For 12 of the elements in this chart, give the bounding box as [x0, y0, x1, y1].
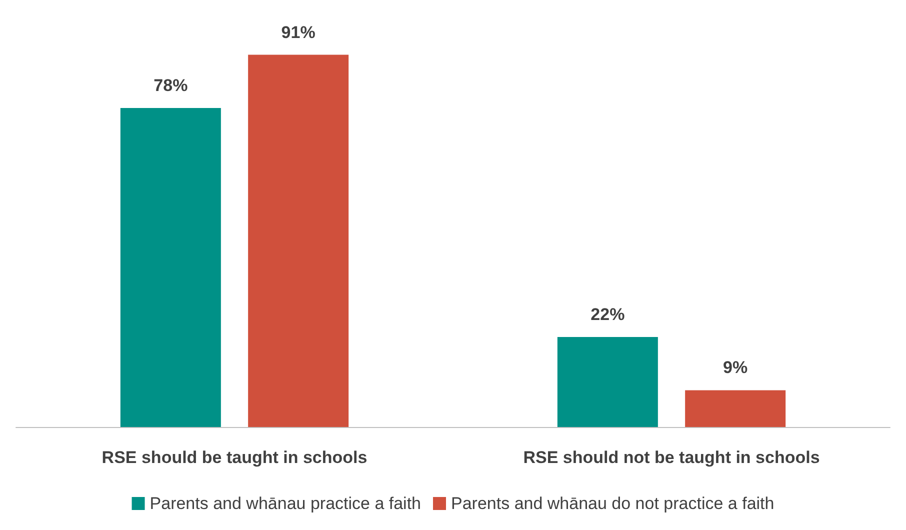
data-label: 9% — [723, 358, 748, 378]
bar — [248, 54, 349, 427]
legend-label: Parents and whānau practice a faith — [150, 494, 422, 513]
data-label: 91% — [281, 22, 316, 42]
x-tick-label: RSE should be taught in schools — [102, 448, 368, 467]
bar — [557, 337, 658, 427]
data-label: 22% — [590, 305, 625, 324]
legend-label: Parents and whānau do not practice a faith — [451, 494, 774, 513]
x-tick-label: RSE should not be taught in schools — [523, 448, 820, 467]
bar — [685, 390, 786, 427]
data-label: 78% — [154, 76, 188, 95]
bar — [120, 108, 221, 427]
